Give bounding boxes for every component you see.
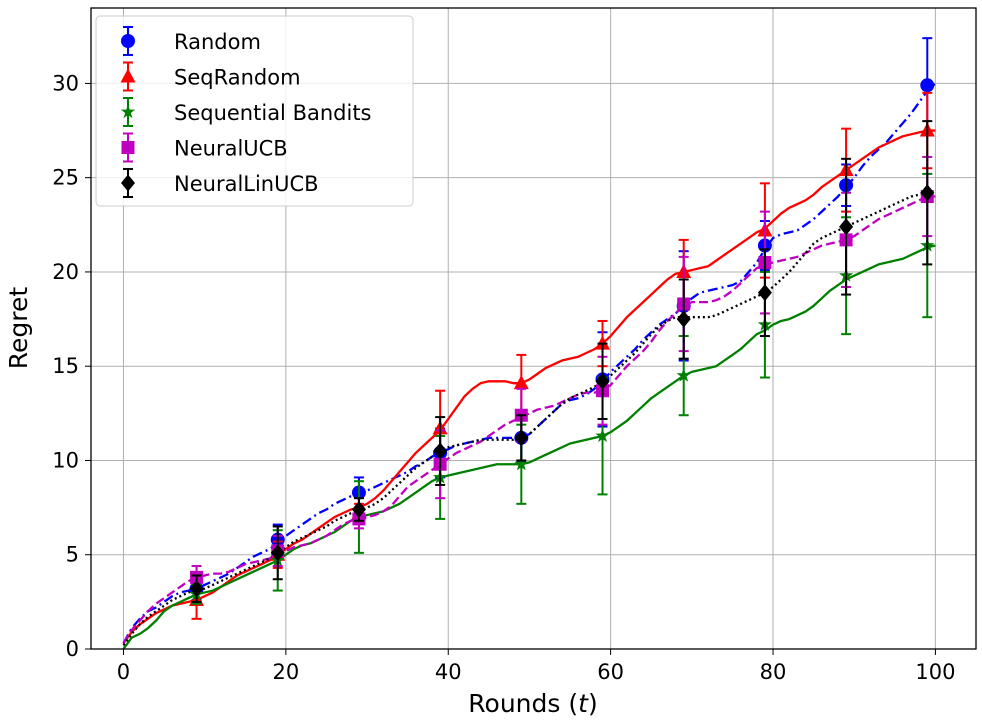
y-tick-label: 30 xyxy=(52,71,79,95)
data-point-neurallinucb xyxy=(757,284,772,302)
legend-box xyxy=(95,15,414,207)
y-tick-label: 5 xyxy=(66,543,79,567)
x-tick-label: 60 xyxy=(597,660,624,684)
legend-marker-seqrandom xyxy=(120,68,136,83)
x-tick-label: 100 xyxy=(915,660,955,684)
data-point-neurallinucb xyxy=(920,184,935,202)
x-tick-label: 40 xyxy=(435,660,462,684)
legend-marker-sequential-bandits xyxy=(120,104,136,119)
data-point-neurallinucb xyxy=(839,218,854,236)
data-point-random xyxy=(920,78,935,93)
data-point-sequential-bandits xyxy=(514,456,529,471)
y-tick-label: 20 xyxy=(52,260,79,284)
data-point-sequential-bandits xyxy=(676,368,691,382)
data-point-neurallinucb xyxy=(595,372,610,390)
legend-marker-neurallinucb xyxy=(121,174,135,192)
x-tick-label: 0 xyxy=(117,660,130,684)
legend-label-neuralucb: NeuralUCB xyxy=(174,137,288,161)
data-point-neurallinucb xyxy=(189,580,204,598)
y-tick-label: 25 xyxy=(52,166,79,190)
data-point-seqrandom xyxy=(513,375,529,390)
ticks: 0 20 40 60 80 100 0 5 10 15 20 25 30 xyxy=(52,71,955,684)
y-tick-label: 0 xyxy=(66,637,79,661)
grid xyxy=(91,8,976,650)
x-tick-label: 80 xyxy=(760,660,787,684)
series-line-seqrandom xyxy=(122,129,936,645)
series-marks xyxy=(189,37,935,620)
series-line-neurallinucb xyxy=(122,191,936,646)
legend-label-random: Random xyxy=(174,30,261,54)
data-point-neurallinucb xyxy=(270,544,285,562)
data-point-neurallinucb xyxy=(676,310,691,328)
legend-label-sequential-bandits: Sequential Bandits xyxy=(174,101,372,125)
data-point-sequential-bandits xyxy=(595,428,610,443)
x-tick-label: 20 xyxy=(272,660,299,684)
data-point-neurallinucb xyxy=(351,500,366,518)
y-tick-label: 10 xyxy=(52,448,79,472)
series-lines xyxy=(122,82,937,650)
y-axis-label: Regret xyxy=(4,287,33,370)
plot-frame xyxy=(90,7,977,650)
legend-marker-random xyxy=(121,34,135,48)
x-axis-label: Rounds (t) xyxy=(468,689,597,718)
legend-label-neurallinucb: NeuralLinUCB xyxy=(174,172,319,196)
data-point-neurallinucb xyxy=(514,429,529,447)
series-line-sequential-bandits xyxy=(122,244,936,650)
legend-label-seqrandom: SeqRandom xyxy=(174,66,301,90)
legend-marker-neuralucb xyxy=(121,141,135,154)
series-line-neuralucb xyxy=(122,195,936,644)
data-point-neurallinucb xyxy=(433,442,448,460)
legend: Random SeqRandom Sequential Bandits NeuralU… xyxy=(95,15,414,207)
y-tick-label: 15 xyxy=(52,354,79,378)
series-line-random xyxy=(122,82,937,644)
